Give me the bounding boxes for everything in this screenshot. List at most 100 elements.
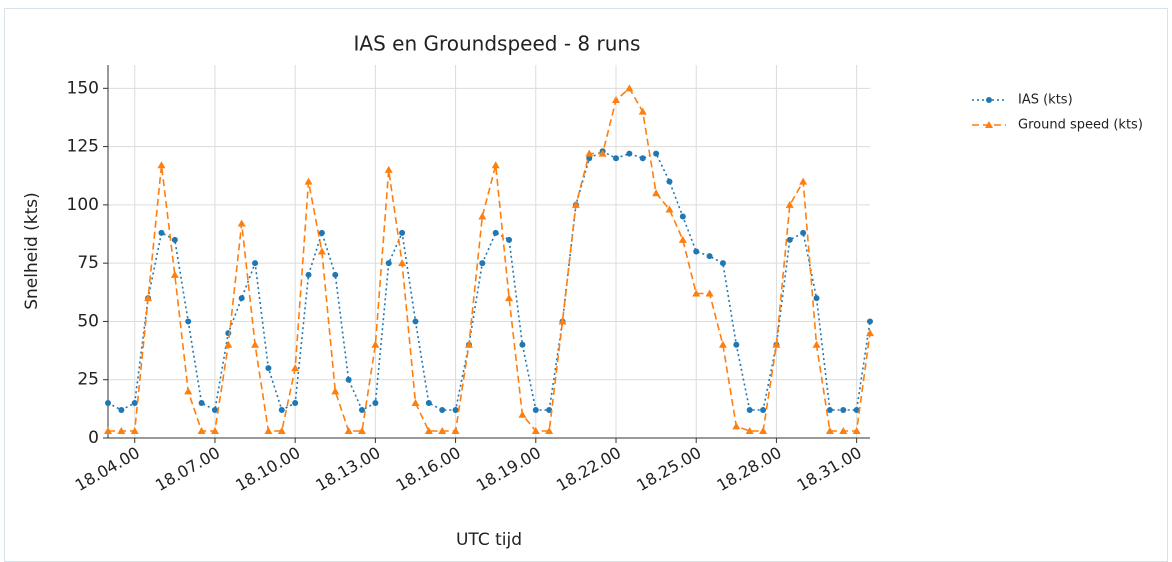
point <box>733 341 740 348</box>
point <box>385 260 392 267</box>
point <box>598 149 607 157</box>
point <box>372 400 379 407</box>
y-tick-label: 100 <box>67 195 99 215</box>
y-tick-label: 75 <box>77 253 99 273</box>
y-tick-label: 125 <box>67 137 99 157</box>
point <box>812 340 821 348</box>
point <box>772 340 781 348</box>
point <box>759 427 768 435</box>
point <box>238 295 245 302</box>
point <box>332 271 339 278</box>
chart-title: IAS en Groundspeed - 8 runs <box>354 32 641 56</box>
point <box>518 410 527 418</box>
point <box>625 84 634 92</box>
point <box>732 422 741 430</box>
point <box>571 200 580 208</box>
point <box>785 200 794 208</box>
point <box>211 407 218 414</box>
y-tick-label: 50 <box>77 311 99 331</box>
point <box>224 340 233 348</box>
y-tick-label: 150 <box>67 78 99 98</box>
point <box>826 407 833 414</box>
point <box>546 407 553 414</box>
point <box>558 317 567 325</box>
point <box>545 427 554 435</box>
point <box>612 95 620 103</box>
point <box>291 364 300 372</box>
point <box>304 177 313 185</box>
point <box>358 427 366 435</box>
legend-marker <box>986 97 992 103</box>
point <box>638 107 647 115</box>
point <box>144 294 153 302</box>
point <box>693 248 700 255</box>
point <box>398 259 407 267</box>
point <box>813 295 820 302</box>
point <box>265 365 272 372</box>
point <box>825 427 834 435</box>
point <box>719 260 726 267</box>
point <box>665 205 674 213</box>
point <box>678 235 687 243</box>
point <box>278 407 285 414</box>
point <box>317 247 326 255</box>
point <box>425 400 432 407</box>
point <box>867 318 873 325</box>
point <box>157 161 166 169</box>
point <box>531 427 540 435</box>
point <box>292 400 299 407</box>
legend-label: IAS (kts) <box>1018 93 1073 108</box>
point <box>264 427 273 435</box>
point <box>626 150 633 157</box>
point <box>718 340 727 348</box>
point <box>318 229 325 236</box>
y-tick-label: 0 <box>88 428 99 448</box>
point <box>451 427 460 435</box>
point <box>506 236 513 243</box>
point <box>117 427 126 435</box>
point <box>131 400 138 407</box>
point <box>866 329 874 337</box>
point <box>679 213 686 220</box>
point <box>305 271 312 278</box>
point <box>692 289 701 297</box>
point <box>277 427 286 435</box>
point <box>706 253 713 260</box>
point <box>799 177 808 185</box>
point <box>331 387 340 395</box>
point <box>170 270 179 278</box>
point <box>251 340 260 348</box>
point <box>519 341 526 348</box>
point <box>345 376 352 383</box>
point <box>800 229 807 236</box>
point <box>104 427 112 435</box>
point <box>478 212 487 220</box>
point <box>384 165 393 173</box>
point <box>532 407 539 414</box>
point <box>184 387 193 395</box>
point <box>359 407 365 414</box>
point <box>786 236 793 243</box>
point <box>452 407 459 414</box>
point <box>505 294 514 302</box>
point <box>371 340 380 348</box>
point <box>852 427 861 435</box>
point <box>412 318 419 325</box>
y-axis-label: Snelheid (kts) <box>22 192 42 310</box>
point <box>464 340 473 348</box>
point <box>210 427 219 435</box>
point <box>171 236 178 243</box>
legend-label: Ground speed (kts) <box>1018 118 1143 133</box>
point <box>491 161 500 169</box>
point <box>840 407 847 414</box>
point <box>439 407 446 414</box>
y-tick-label: 25 <box>77 370 99 390</box>
point <box>198 400 205 407</box>
point <box>105 400 111 407</box>
x-axis-label: UTC tijd <box>456 530 522 550</box>
point <box>760 407 767 414</box>
point <box>613 155 619 162</box>
point <box>652 189 661 197</box>
point <box>185 318 192 325</box>
